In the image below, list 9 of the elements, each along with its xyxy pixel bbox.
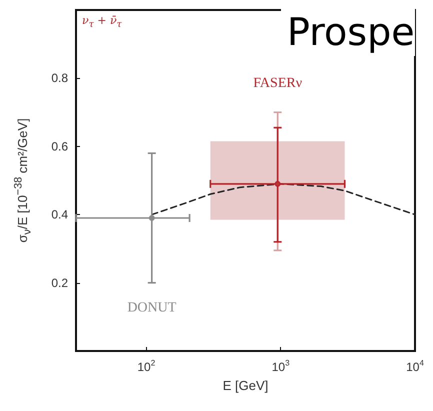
y-tick-label: 0.4	[51, 208, 68, 222]
y-tick-label: 0.8	[51, 71, 68, 86]
y-tick-label: 0.2	[51, 276, 68, 290]
x-axis-title: E [GeV]	[222, 378, 268, 393]
annotation: ν$_{τ}$ + ν̄$_{τ}$	[82, 14, 122, 30]
chart-title: Prospe	[281, 8, 415, 56]
text: FASERν	[253, 76, 302, 92]
y-tick-label: 0.6	[51, 139, 68, 154]
text: DONUT	[127, 300, 177, 316]
